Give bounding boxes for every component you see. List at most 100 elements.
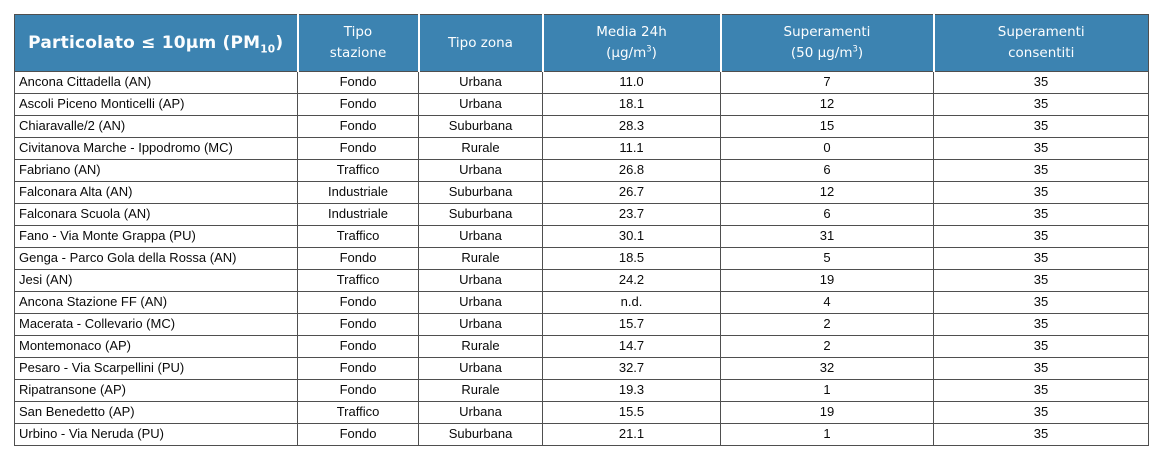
- table-row: Genga - Parco Gola della Rossa (AN) Fondo…: [14, 247, 1149, 270]
- cell-tipo-stazione: Traffico: [297, 269, 419, 292]
- table-row: San Benedetto (AP) Traffico Urbana 15.5 19 35: [14, 401, 1149, 424]
- cell-superamenti: 15: [720, 115, 934, 138]
- cell-station: Jesi (AN): [14, 269, 298, 292]
- table-body: Ancona Cittadella (AN) Fondo Urbana 11.0 7 35…: [14, 71, 1149, 446]
- table-row: Civitanova Marche - Ippodromo (MC) Fondo R…: [14, 137, 1149, 160]
- table-row: Jesi (AN) Traffico Urbana 24.2 19 35: [14, 269, 1149, 292]
- cell-superamenti: 7: [720, 71, 934, 94]
- cell-consentiti: 35: [933, 203, 1149, 226]
- cell-tipo-zona: Rurale: [418, 137, 543, 160]
- table-row: Ascoli Piceno Monticelli (AP) Fondo Urbana…: [14, 93, 1149, 116]
- cell-superamenti: 32: [720, 357, 934, 380]
- table-row: Chiaravalle/2 (AN) Fondo Suburbana 28.3 15 35: [14, 115, 1149, 138]
- cell-tipo-stazione: Fondo: [297, 423, 419, 446]
- cell-media-24h: 14.7: [542, 335, 721, 358]
- cell-tipo-zona: Rurale: [418, 335, 543, 358]
- cell-superamenti: 19: [720, 401, 934, 424]
- table-row: Macerata - Collevario (MC) Fondo Urbana 15.…: [14, 313, 1149, 336]
- cell-tipo-stazione: Fondo: [297, 137, 419, 160]
- cell-tipo-zona: Urbana: [418, 291, 543, 314]
- header-superamenti-line2: (50 µg/m3): [790, 43, 864, 61]
- cell-media-24h: 28.3: [542, 115, 721, 138]
- pm10-table: Particolato ≤ 10µm (PM10) Tipo stazione …: [14, 14, 1149, 446]
- cell-media-24h: 18.5: [542, 247, 721, 270]
- cell-station: Macerata - Collevario (MC): [14, 313, 298, 336]
- cell-superamenti: 5: [720, 247, 934, 270]
- table-row: Ripatransone (AP) Fondo Rurale 19.3 1 35: [14, 379, 1149, 402]
- cell-tipo-stazione: Fondo: [297, 93, 419, 116]
- cell-tipo-zona: Suburbana: [418, 423, 543, 446]
- cell-superamenti: 2: [720, 335, 934, 358]
- cell-station: Montemonaco (AP): [14, 335, 298, 358]
- cell-tipo-stazione: Traffico: [297, 401, 419, 424]
- table-row: Urbino - Via Neruda (PU) Fondo Suburbana 21…: [14, 423, 1149, 446]
- cell-media-24h: 11.0: [542, 71, 721, 94]
- header-superamenti-line1: Superamenti: [783, 24, 871, 41]
- col-header-media-24h: Media 24h (µg/m3): [541, 14, 721, 72]
- table-row: Pesaro - Via Scarpellini (PU) Fondo Urbana…: [14, 357, 1149, 380]
- document-page: Particolato ≤ 10µm (PM10) Tipo stazione …: [14, 14, 1149, 446]
- col-header-tipo-stazione: Tipo stazione: [296, 14, 419, 72]
- cell-station: Ancona Stazione FF (AN): [14, 291, 298, 314]
- cell-station: Fabriano (AN): [14, 159, 298, 182]
- table-row: Falconara Scuola (AN) Industriale Suburban…: [14, 203, 1149, 226]
- cell-tipo-zona: Suburbana: [418, 181, 543, 204]
- cell-station: Urbino - Via Neruda (PU): [14, 423, 298, 446]
- cell-media-24h: 32.7: [542, 357, 721, 380]
- cell-consentiti: 35: [933, 181, 1149, 204]
- table-row: Fano - Via Monte Grappa (PU) Traffico Urba…: [14, 225, 1149, 248]
- cell-superamenti: 6: [720, 203, 934, 226]
- cell-tipo-zona: Urbana: [418, 93, 543, 116]
- table-row: Montemonaco (AP) Fondo Rurale 14.7 2 35: [14, 335, 1149, 358]
- header-media-line2: (µg/m3): [606, 43, 657, 61]
- cell-consentiti: 35: [933, 291, 1149, 314]
- header-tipo-zona-label: Tipo zona: [448, 34, 513, 51]
- cell-tipo-stazione: Traffico: [297, 225, 419, 248]
- cell-station: Falconara Alta (AN): [14, 181, 298, 204]
- cell-tipo-zona: Rurale: [418, 247, 543, 270]
- header-tipo-stazione-line1: Tipo: [343, 24, 373, 41]
- cell-media-24h: n.d.: [542, 291, 721, 314]
- cell-media-24h: 21.1: [542, 423, 721, 446]
- cell-tipo-stazione: Fondo: [297, 291, 419, 314]
- cell-consentiti: 35: [933, 137, 1149, 160]
- cell-tipo-stazione: Fondo: [297, 115, 419, 138]
- table-row: Falconara Alta (AN) Industriale Suburbana 2…: [14, 181, 1149, 204]
- table-row: Fabriano (AN) Traffico Urbana 26.8 6 35: [14, 159, 1149, 182]
- cell-superamenti: 12: [720, 181, 934, 204]
- cell-superamenti: 1: [720, 423, 934, 446]
- cell-tipo-zona: Suburbana: [418, 203, 543, 226]
- cell-tipo-zona: Urbana: [418, 401, 543, 424]
- cell-media-24h: 30.1: [542, 225, 721, 248]
- cell-tipo-zona: Urbana: [418, 357, 543, 380]
- cell-tipo-zona: Urbana: [418, 313, 543, 336]
- header-media-line1: Media 24h: [596, 24, 667, 41]
- header-consentiti-line1: Superamenti: [997, 24, 1085, 41]
- cell-media-24h: 15.7: [542, 313, 721, 336]
- cell-station: Pesaro - Via Scarpellini (PU): [14, 357, 298, 380]
- header-particolato-subscript: 10: [260, 43, 276, 56]
- cell-superamenti: 6: [720, 159, 934, 182]
- cell-tipo-stazione: Industriale: [297, 181, 419, 204]
- cell-consentiti: 35: [933, 93, 1149, 116]
- cell-superamenti: 2: [720, 313, 934, 336]
- cell-consentiti: 35: [933, 357, 1149, 380]
- table-row: Ancona Cittadella (AN) Fondo Urbana 11.0 7 35: [14, 71, 1149, 94]
- header-tipo-stazione-line2: stazione: [329, 45, 387, 61]
- col-header-particolato: Particolato ≤ 10µm (PM10): [14, 14, 298, 72]
- cell-consentiti: 35: [933, 159, 1149, 182]
- cell-tipo-stazione: Industriale: [297, 203, 419, 226]
- cell-tipo-stazione: Fondo: [297, 71, 419, 94]
- cell-media-24h: 26.7: [542, 181, 721, 204]
- cell-media-24h: 15.5: [542, 401, 721, 424]
- cell-consentiti: 35: [933, 269, 1149, 292]
- cell-superamenti: 31: [720, 225, 934, 248]
- cell-station: Ripatransone (AP): [14, 379, 298, 402]
- cell-consentiti: 35: [933, 401, 1149, 424]
- header-row: Particolato ≤ 10µm (PM10) Tipo stazione …: [14, 14, 1149, 72]
- col-header-superamenti: Superamenti (50 µg/m3): [719, 14, 934, 72]
- cell-consentiti: 35: [933, 423, 1149, 446]
- cell-tipo-stazione: Traffico: [297, 159, 419, 182]
- cell-media-24h: 19.3: [542, 379, 721, 402]
- cell-station: Fano - Via Monte Grappa (PU): [14, 225, 298, 248]
